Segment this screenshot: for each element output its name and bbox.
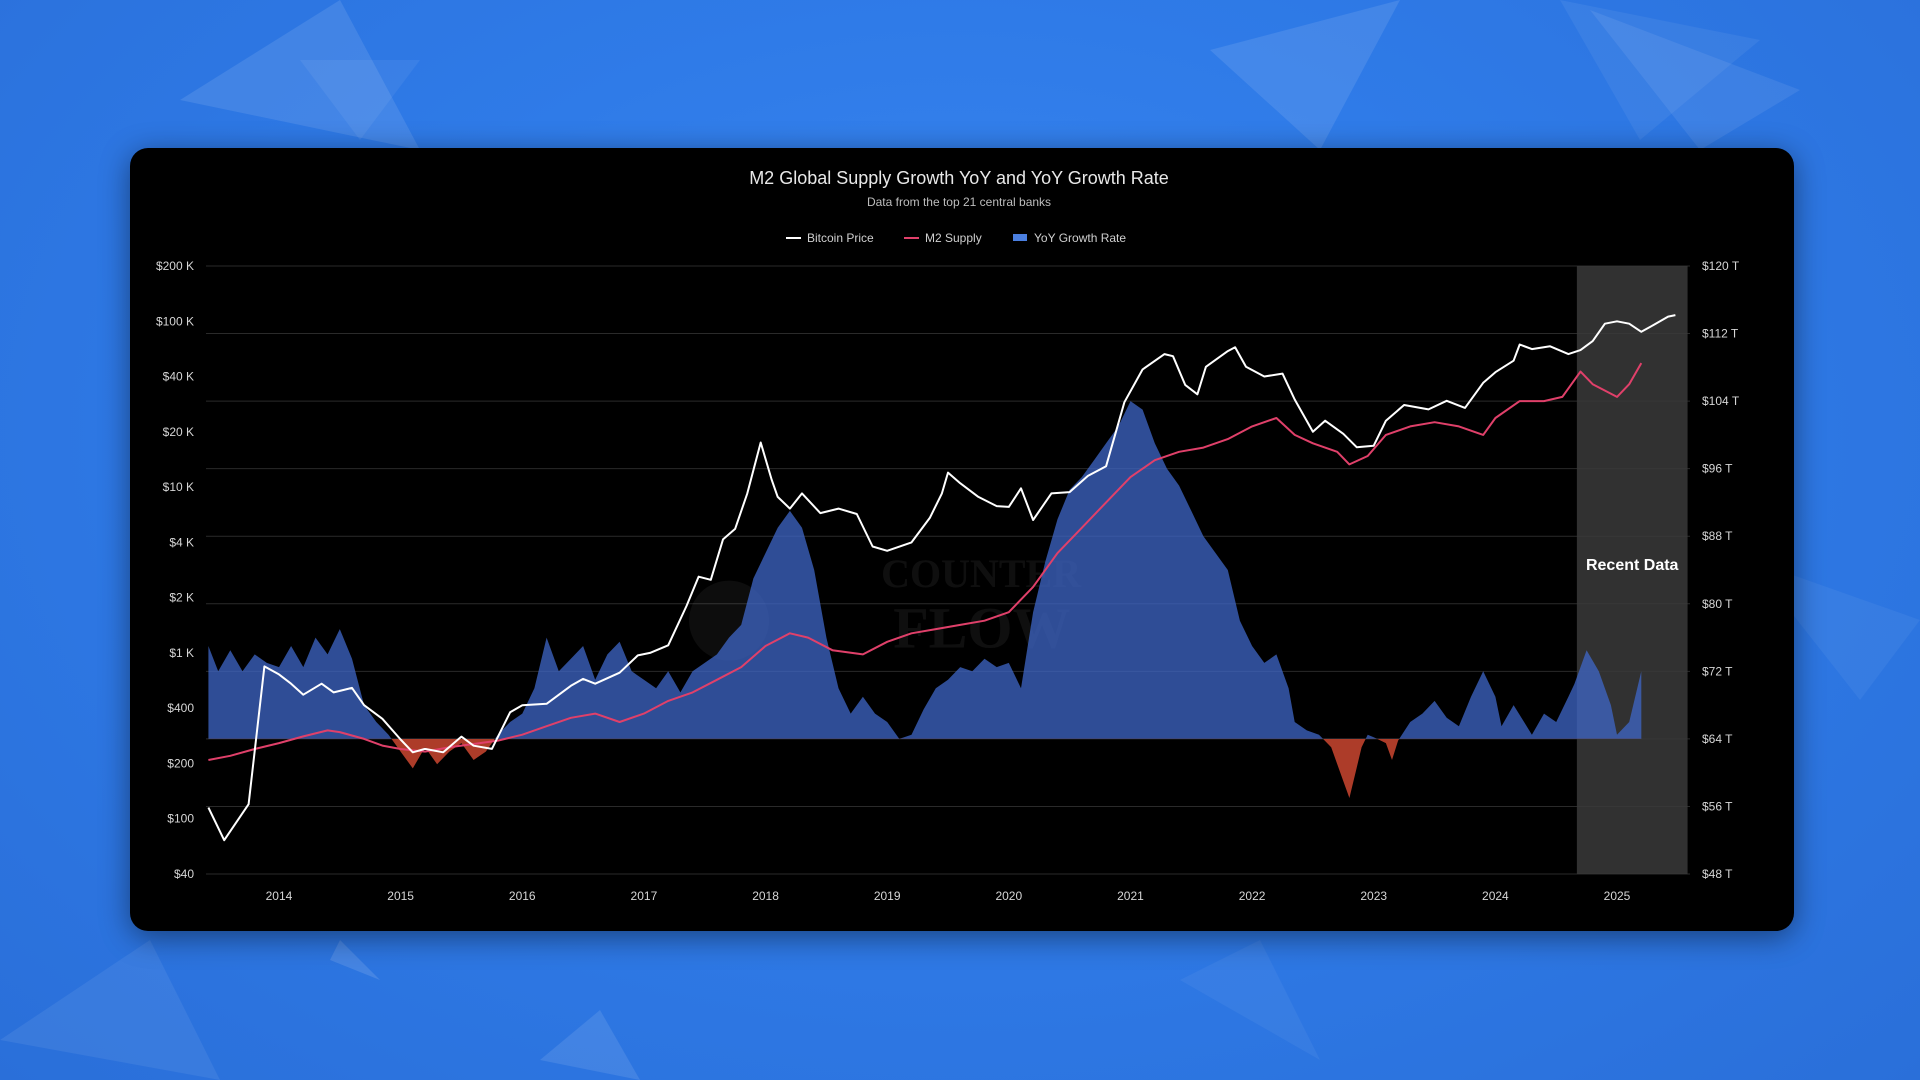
x-tick-label: 2020 bbox=[995, 889, 1022, 903]
series-line bbox=[207, 314, 1676, 842]
x-tick-label: 2025 bbox=[1604, 889, 1631, 903]
recent-data-band bbox=[1576, 266, 1688, 874]
series-line bbox=[208, 362, 1643, 761]
right-tick-label: $80 T bbox=[1702, 597, 1733, 611]
chart-card: M2 Global Supply Growth YoY and YoY Grow… bbox=[130, 148, 1794, 931]
left-tick-label: $40 K bbox=[163, 370, 194, 384]
m2-supply-line bbox=[208, 362, 1643, 761]
right-tick-label: $48 T bbox=[1702, 867, 1733, 881]
x-tick-label: 2018 bbox=[752, 889, 779, 903]
x-tick-label: 2023 bbox=[1360, 889, 1387, 903]
chart-subtitle: Data from the top 21 central banks bbox=[867, 195, 1051, 209]
growth-area-positive bbox=[208, 401, 1642, 739]
bitcoin-price-line bbox=[207, 314, 1676, 842]
left-tick-label: $200 K bbox=[156, 259, 194, 273]
recent-data-region: Recent Data bbox=[1576, 266, 1688, 874]
left-tick-label: $1 K bbox=[169, 646, 194, 660]
x-tick-label: 2016 bbox=[509, 889, 536, 903]
x-tick-label: 2015 bbox=[387, 889, 414, 903]
x-tick-label: 2024 bbox=[1482, 889, 1509, 903]
right-tick-label: $72 T bbox=[1702, 664, 1733, 678]
right-tick-label: $64 T bbox=[1702, 732, 1733, 746]
x-axis-ticks: 2014 2015 2016 2017 2018 2019 2020 2021 2022 2023… bbox=[266, 889, 1631, 903]
chart-title: M2 Global Supply Growth YoY and YoY Grow… bbox=[749, 168, 1169, 188]
right-axis-ticks: $120 T $112 T $104 T $96 T $88 T $80 T $72 T $6… bbox=[1702, 259, 1740, 881]
legend-label: YoY Growth Rate bbox=[1034, 231, 1126, 245]
right-tick-label: $112 T bbox=[1702, 327, 1739, 341]
left-tick-label: $2 K bbox=[169, 591, 194, 605]
left-axis-ticks: $200 K $100 K $40 K $20 K $10 K $4 K $2 K $1 K $… bbox=[156, 259, 194, 881]
right-tick-label: $96 T bbox=[1702, 462, 1733, 476]
m2-bitcoin-chart: M2 Global Supply Growth YoY and YoY Grow… bbox=[156, 168, 1740, 903]
left-tick-label: $400 bbox=[167, 701, 194, 715]
right-tick-label: $120 T bbox=[1702, 259, 1740, 273]
left-tick-label: $100 bbox=[167, 812, 194, 826]
left-tick-label: $40 bbox=[174, 867, 194, 881]
left-tick-label: $4 K bbox=[169, 535, 194, 549]
legend-label: M2 Supply bbox=[925, 231, 982, 245]
x-tick-label: 2021 bbox=[1117, 889, 1144, 903]
x-tick-label: 2014 bbox=[266, 889, 293, 903]
left-tick-label: $10 K bbox=[163, 480, 194, 494]
right-tick-label: $88 T bbox=[1702, 529, 1733, 543]
right-tick-label: $56 T bbox=[1702, 799, 1733, 813]
growth-area-negative bbox=[208, 738, 1642, 798]
x-tick-label: 2022 bbox=[1239, 889, 1266, 903]
x-tick-label: 2017 bbox=[631, 889, 658, 903]
legend-swatch bbox=[1013, 234, 1027, 241]
right-tick-label: $104 T bbox=[1702, 394, 1740, 408]
legend: Bitcoin Price M2 Supply YoY Growth Rate bbox=[786, 231, 1126, 245]
yoy-growth-area bbox=[208, 401, 1642, 798]
left-tick-label: $20 K bbox=[163, 425, 194, 439]
x-tick-label: 2019 bbox=[874, 889, 901, 903]
left-tick-label: $200 bbox=[167, 756, 194, 770]
recent-data-label: Recent Data bbox=[1586, 557, 1679, 574]
left-tick-label: $100 K bbox=[156, 314, 194, 328]
legend-label: Bitcoin Price bbox=[807, 231, 874, 245]
